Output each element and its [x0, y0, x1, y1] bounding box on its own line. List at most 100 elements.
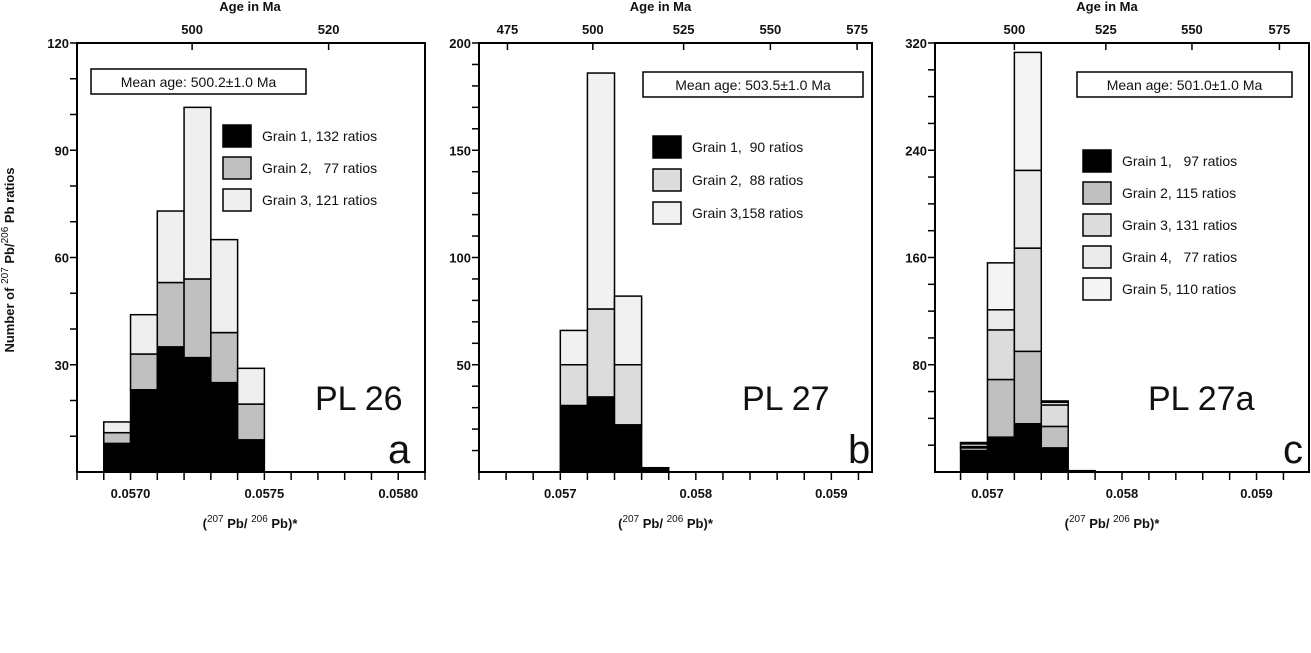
top-axis-tick-label: 520	[318, 22, 340, 37]
sample-label: PL 27	[742, 380, 830, 418]
bar-grain1-bin1	[103, 442, 132, 473]
y-tick-label: 320	[905, 36, 927, 51]
bar-grain1-bin3	[1013, 422, 1043, 473]
legend-swatch-grain1	[1082, 149, 1112, 173]
bar-grain2-bin2	[586, 308, 616, 398]
legend-label-grain4: Grain 4, 77 ratios	[1122, 249, 1237, 265]
legend-label-grain1: Grain 1, 90 ratios	[692, 139, 803, 155]
panel-letter: b	[848, 428, 870, 472]
y-tick-label: 30	[55, 358, 69, 373]
x-axis-label: (207 Pb/ 206 Pb)*	[1065, 514, 1161, 531]
legend-swatch-grain2	[222, 156, 252, 180]
y-axis-label-mid: Pb/	[2, 243, 17, 267]
legend-label-grain5: Grain 5, 110 ratios	[1122, 281, 1236, 297]
y-tick-label: 160	[905, 251, 927, 266]
y-axis-label-sup1: 207	[0, 267, 11, 284]
legend-swatch-grain3	[652, 201, 682, 225]
y-tick-label: 50	[457, 358, 471, 373]
legend-swatch-grain2	[1082, 181, 1112, 205]
top-axis-tick-label: 500	[181, 22, 203, 37]
bar-grain3-bin2	[129, 313, 159, 355]
x-axis-label-close: Pb)*	[268, 516, 299, 531]
bar-grain1-bin4	[1040, 447, 1069, 473]
panel-letter: c	[1283, 428, 1303, 472]
legend-label-grain3: Grain 3,158 ratios	[692, 205, 803, 221]
y-axis-label-suffix: Pb ratios	[2, 167, 17, 226]
bar-grain5-bin3	[1013, 51, 1043, 172]
x-axis-label-mid: Pb/	[224, 516, 251, 531]
x-axis-label-close: Pb)*	[683, 516, 714, 531]
bar-grain5-bin4	[1040, 400, 1069, 404]
x-axis-label-sup1: 207	[207, 514, 224, 525]
legend-swatch-grain1	[222, 124, 252, 148]
bar-grain2-bin3	[613, 364, 643, 426]
x-axis-label-mid: Pb/	[1086, 516, 1113, 531]
y-tick-label: 90	[55, 143, 69, 158]
x-axis-label-sup1: 207	[622, 514, 639, 525]
bar-grain3-bin2	[586, 72, 616, 310]
legend-label-grain2: Grain 2, 88 ratios	[692, 172, 803, 188]
top-axis-title: Age in Ma	[219, 0, 281, 14]
bar-grain1-bin4	[183, 356, 212, 473]
bar-grain2-bin3	[1013, 350, 1043, 425]
bar-grain1-bin6	[236, 439, 266, 473]
bar-grain3-bin1	[103, 421, 132, 434]
y-tick-label: 80	[913, 358, 927, 373]
legend-label-grain2: Grain 2, 115 ratios	[1122, 185, 1236, 201]
bar-grain2-bin2	[129, 353, 159, 391]
x-axis-label-sup2: 206	[667, 514, 684, 525]
top-axis-title: Age in Ma	[630, 0, 692, 14]
x-axis-label: (207 Pb/ 206 Pb)*	[618, 514, 714, 531]
top-axis-tick-label: 500	[1004, 22, 1026, 37]
bar-grain1-bin1	[559, 404, 589, 473]
top-axis-tick-label: 575	[846, 22, 868, 37]
panel-c: 80 160 240 320 0.057 0.058 0.059 500 525 550 575 Ag…	[905, 0, 1310, 531]
bar-grain3-bin4	[183, 106, 212, 280]
mean-age-box	[90, 68, 307, 95]
x-tick-label: 0.0575	[245, 486, 285, 501]
bar-grain1-bin3	[156, 346, 185, 473]
x-tick-label: 0.0570	[111, 486, 151, 501]
x-axis-label-close: Pb)*	[1130, 516, 1161, 531]
y-axis-label-prefix: Number of	[2, 284, 17, 353]
bar-grain1-bin1	[959, 449, 989, 473]
bar-grain2-bin3	[156, 281, 185, 348]
sample-label: PL 26	[315, 380, 403, 418]
bar-grain4-bin2	[986, 309, 1016, 331]
bar-grain3-bin1	[559, 329, 589, 366]
legend-swatch-grain3	[222, 188, 252, 212]
top-axis-tick-label: 575	[1269, 22, 1291, 37]
sample-label: PL 27a	[1148, 380, 1255, 418]
y-tick-label: 200	[449, 36, 471, 51]
x-axis-label: (207 Pb/ 206 Pb)*	[203, 514, 299, 531]
legend-swatch-grain5	[1082, 277, 1112, 301]
x-tick-label: 0.0580	[378, 486, 418, 501]
bar-grain1-bin5	[210, 381, 239, 473]
bar-grain2-bin1	[103, 431, 132, 445]
y-tick-label: 240	[905, 143, 927, 158]
top-axis-tick-label: 525	[673, 22, 695, 37]
x-axis-label-sup2: 206	[1113, 514, 1130, 525]
y-tick-label: 120	[47, 36, 69, 51]
bar-grain1-bin2	[129, 389, 159, 473]
mean-age-label: Mean age: 500.2±1.0 Ma	[121, 74, 277, 90]
x-tick-label: 0.059	[815, 486, 848, 501]
x-axis-label-sup1: 207	[1069, 514, 1086, 525]
x-tick-label: 0.058	[1106, 486, 1139, 501]
panel-b: 50 100 150 200 0.057 0.058 0.059 475 500 525 550 57…	[449, 0, 873, 531]
bar-grain3-bin2	[986, 329, 1016, 381]
bar-grain3-bin3	[1013, 247, 1043, 353]
top-axis-tick-label: 500	[582, 22, 604, 37]
bar-grain3-bin5	[210, 238, 239, 334]
x-axis-label-open: (	[618, 516, 623, 531]
top-axis-tick-label: 550	[760, 22, 782, 37]
top-axis-title: Age in Ma	[1076, 0, 1138, 14]
bar-grain4-bin3	[1013, 169, 1043, 249]
y-tick-label: 100	[449, 251, 471, 266]
bar-grain1-bin2	[586, 396, 616, 473]
x-axis-label-open: (	[1065, 516, 1070, 531]
bar-grain1-bin3	[613, 424, 643, 473]
legend-label-grain2: Grain 2, 77 ratios	[262, 160, 377, 176]
bar-grain2-bin4	[183, 278, 212, 359]
legend-swatch-grain3	[1082, 213, 1112, 237]
